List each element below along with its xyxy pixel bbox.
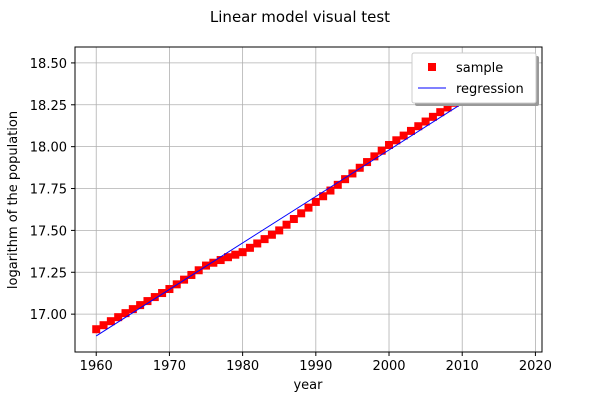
data-point <box>121 309 130 318</box>
data-point <box>326 186 335 195</box>
y-tick-label: 17.75 <box>30 183 67 198</box>
y-axis-label: logarithm of the population <box>6 111 21 289</box>
data-point <box>136 301 145 310</box>
x-axis-label: year <box>293 378 323 393</box>
data-point <box>363 158 372 167</box>
data-point <box>216 256 225 265</box>
data-point <box>289 215 298 224</box>
data-point <box>319 192 328 201</box>
data-point <box>421 117 430 126</box>
data-point <box>245 243 254 252</box>
data-point <box>370 152 379 161</box>
data-point <box>275 226 284 235</box>
chart-title: Linear model visual test <box>210 8 390 26</box>
regression-line <box>95 65 522 337</box>
data-point <box>333 180 342 189</box>
data-point <box>311 197 320 206</box>
data-point <box>428 112 437 121</box>
data-point <box>223 253 232 262</box>
legend <box>411 52 537 104</box>
data-point <box>385 140 394 149</box>
data-point <box>253 239 262 248</box>
x-tick-label: 1970 <box>153 359 186 374</box>
data-point <box>443 103 452 112</box>
data-point <box>128 305 137 314</box>
data-point <box>267 230 276 239</box>
y-tick-label: 17.00 <box>30 308 67 323</box>
x-tick-label: 2010 <box>446 359 479 374</box>
data-point <box>260 235 269 244</box>
data-point <box>282 220 291 229</box>
data-point <box>392 136 401 145</box>
data-point <box>99 321 108 330</box>
x-tick-label: 2000 <box>372 359 405 374</box>
data-point <box>399 131 408 140</box>
data-point <box>238 248 247 257</box>
data-point <box>209 258 218 267</box>
data-point <box>150 293 159 302</box>
y-tick-label: 18.00 <box>30 141 67 156</box>
data-point <box>158 289 167 298</box>
legend-label: regression <box>456 82 524 97</box>
x-tick-label: 1980 <box>226 359 259 374</box>
legend-marker <box>428 63 436 71</box>
y-tick-label: 18.25 <box>30 99 67 114</box>
data-point <box>341 175 350 184</box>
legend-label: sample <box>456 61 503 76</box>
x-tick-label: 2020 <box>519 359 552 374</box>
data-point <box>355 163 364 172</box>
y-tick-label: 17.50 <box>30 224 67 239</box>
x-tick-label: 1960 <box>80 359 113 374</box>
data-point <box>143 297 152 306</box>
plot-frame <box>74 46 543 353</box>
data-point <box>304 203 313 212</box>
x-tick-label: 1990 <box>299 359 332 374</box>
y-tick-label: 18.50 <box>30 57 67 72</box>
y-tick-label: 17.25 <box>30 266 67 281</box>
data-point <box>436 108 445 117</box>
data-point <box>377 146 386 155</box>
data-point <box>414 122 423 131</box>
data-point <box>106 317 115 326</box>
data-point <box>114 313 123 322</box>
data-point <box>92 325 101 334</box>
data-point <box>297 209 306 218</box>
data-point <box>406 126 415 135</box>
data-point <box>231 250 240 259</box>
data-point <box>202 261 211 270</box>
